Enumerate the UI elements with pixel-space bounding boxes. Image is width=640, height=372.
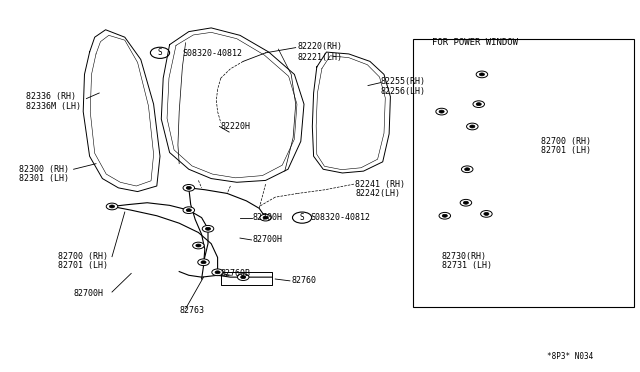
- Text: 82700 (RH): 82700 (RH): [58, 252, 108, 261]
- Circle shape: [263, 216, 268, 219]
- Circle shape: [193, 242, 204, 249]
- Circle shape: [439, 110, 444, 113]
- Circle shape: [106, 203, 118, 210]
- Circle shape: [439, 212, 451, 219]
- Text: 82256(LH): 82256(LH): [381, 87, 426, 96]
- Text: 82336M (LH): 82336M (LH): [26, 102, 81, 110]
- Text: 82701 (LH): 82701 (LH): [58, 262, 108, 270]
- Text: 82763: 82763: [179, 306, 204, 315]
- Circle shape: [109, 205, 115, 208]
- Text: 82760B: 82760B: [221, 269, 251, 278]
- Text: 82220H: 82220H: [221, 122, 251, 131]
- Circle shape: [186, 186, 191, 189]
- Circle shape: [212, 269, 223, 276]
- Text: 82731 (LH): 82731 (LH): [442, 262, 492, 270]
- Text: *8P3* N034: *8P3* N034: [547, 352, 593, 361]
- Circle shape: [237, 274, 249, 280]
- Text: 82241 (RH): 82241 (RH): [355, 180, 405, 189]
- Text: 82221(LH): 82221(LH): [298, 53, 342, 62]
- Circle shape: [461, 166, 473, 173]
- Text: S08320-40812: S08320-40812: [182, 49, 243, 58]
- Circle shape: [196, 244, 201, 247]
- Circle shape: [460, 199, 472, 206]
- Text: 82300 (RH): 82300 (RH): [19, 165, 69, 174]
- Circle shape: [215, 271, 220, 274]
- Text: 82255(RH): 82255(RH): [381, 77, 426, 86]
- Circle shape: [467, 123, 478, 130]
- Circle shape: [481, 211, 492, 217]
- Text: 82700H: 82700H: [253, 213, 283, 222]
- Circle shape: [470, 125, 475, 128]
- Circle shape: [241, 276, 246, 279]
- Text: 82760: 82760: [291, 276, 316, 285]
- Text: S08320-40812: S08320-40812: [310, 213, 371, 222]
- Bar: [413, 39, 634, 307]
- Text: S: S: [300, 213, 305, 222]
- Circle shape: [202, 225, 214, 232]
- Circle shape: [476, 103, 481, 106]
- Circle shape: [479, 73, 484, 76]
- Circle shape: [198, 259, 209, 266]
- Circle shape: [463, 201, 468, 204]
- Text: 82700H: 82700H: [253, 235, 283, 244]
- Text: S: S: [157, 48, 163, 57]
- Text: 82336 (RH): 82336 (RH): [26, 92, 76, 101]
- Circle shape: [260, 214, 271, 221]
- Circle shape: [484, 212, 489, 215]
- Circle shape: [205, 227, 211, 230]
- Circle shape: [183, 185, 195, 191]
- Text: 82700 (RH): 82700 (RH): [541, 137, 591, 146]
- Circle shape: [183, 207, 195, 214]
- Circle shape: [476, 71, 488, 78]
- Text: 82700H: 82700H: [74, 289, 104, 298]
- Text: FOR POWER WINDOW: FOR POWER WINDOW: [432, 38, 518, 47]
- Text: 82242(LH): 82242(LH): [355, 189, 400, 198]
- Circle shape: [465, 168, 470, 171]
- Circle shape: [442, 214, 447, 217]
- Circle shape: [201, 261, 206, 264]
- Circle shape: [436, 108, 447, 115]
- Text: 82701 (LH): 82701 (LH): [541, 146, 591, 155]
- Text: 82730(RH): 82730(RH): [442, 252, 486, 261]
- Text: 82301 (LH): 82301 (LH): [19, 174, 69, 183]
- Circle shape: [186, 209, 191, 212]
- Circle shape: [473, 101, 484, 108]
- Text: 82220(RH): 82220(RH): [298, 42, 342, 51]
